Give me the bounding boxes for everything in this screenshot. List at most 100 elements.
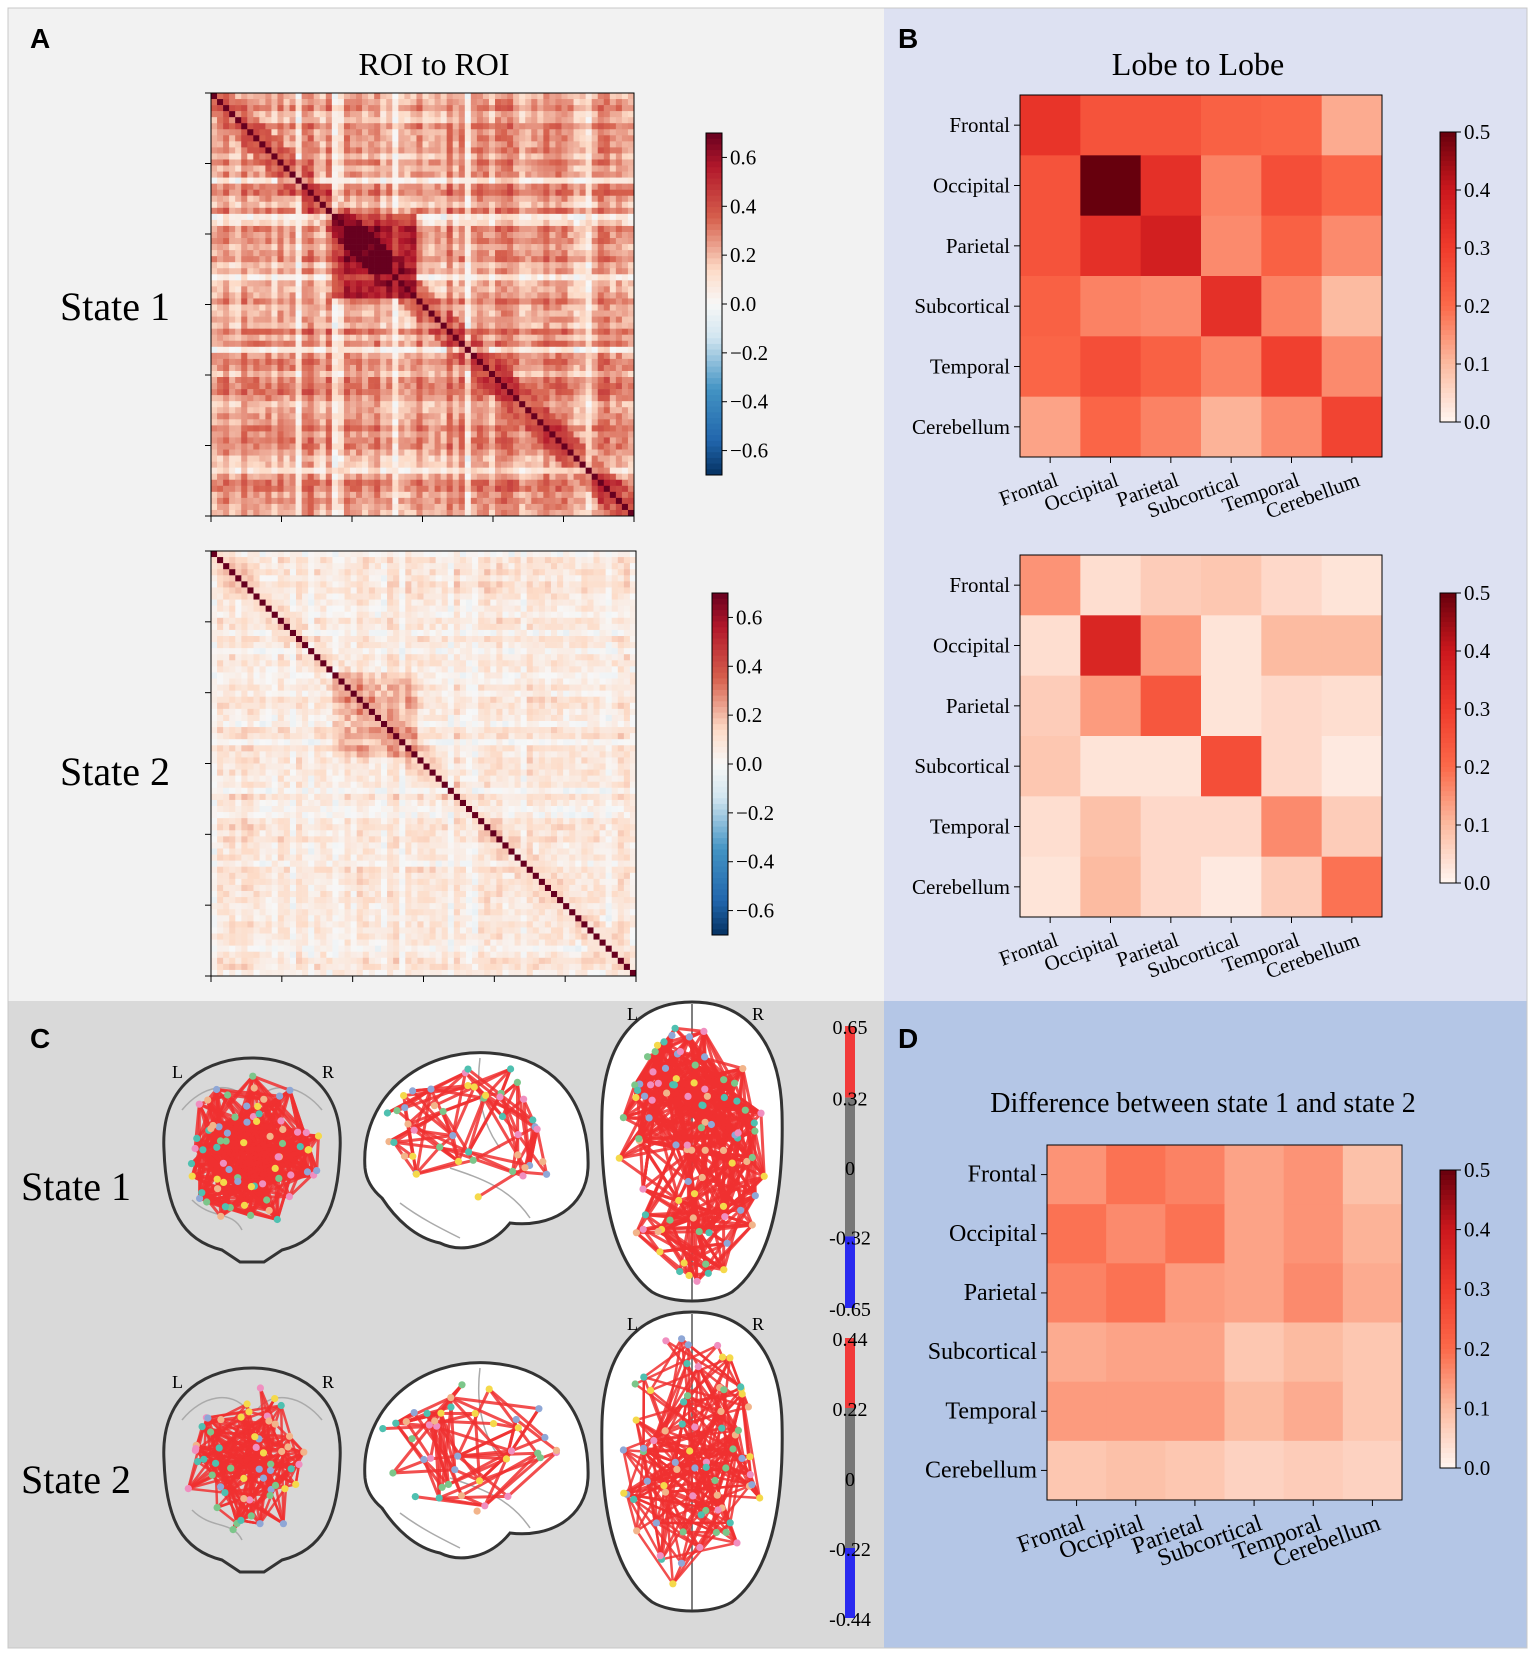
heatmap-cell <box>235 111 242 118</box>
heatmap-cell <box>615 268 623 275</box>
heatmap-cell <box>519 256 526 263</box>
heatmap-cell <box>265 189 272 197</box>
heatmap-cell <box>458 238 466 245</box>
heatmap-cell <box>434 141 441 148</box>
heatmap-cell <box>349 153 357 160</box>
heatmap-cell <box>331 419 339 426</box>
heatmap-cell <box>271 189 278 197</box>
heatmap-cell <box>289 207 296 215</box>
heatmap-cell <box>501 153 508 160</box>
heatmap-cell <box>513 491 520 499</box>
heatmap-cell <box>295 316 302 323</box>
heatmap-cell <box>585 383 592 390</box>
heatmap-cell <box>428 467 435 474</box>
heatmap-cell <box>464 413 472 420</box>
heatmap-cell <box>398 225 405 233</box>
heatmap-cell <box>525 189 532 197</box>
heatmap-cell <box>488 201 496 209</box>
heatmap-cell <box>525 485 532 493</box>
heatmap-cell <box>368 274 375 281</box>
heatmap-cell <box>277 449 284 456</box>
heatmap-cell <box>428 437 435 444</box>
heatmap-cell <box>476 449 484 456</box>
heatmap-cell <box>464 286 472 293</box>
heatmap-cell <box>271 346 278 354</box>
heatmap-cell <box>476 413 484 420</box>
heatmap-cell <box>470 425 478 432</box>
heatmap-cell <box>434 201 441 209</box>
heatmap-cell <box>410 401 417 408</box>
heatmap-cell <box>380 195 387 203</box>
heatmap-cell <box>458 395 466 402</box>
heatmap-cell <box>259 195 266 203</box>
heatmap-cell <box>362 346 369 354</box>
heatmap-cell <box>404 123 411 130</box>
heatmap-cell <box>555 141 562 148</box>
heatmap-cell <box>319 383 327 390</box>
heatmap-cell <box>549 135 556 142</box>
heatmap-cell <box>356 153 363 160</box>
heatmap-cell <box>337 509 345 517</box>
heatmap-cell <box>470 238 478 245</box>
heatmap-cell <box>591 189 599 197</box>
heatmap-cell <box>307 177 315 184</box>
heatmap-cell <box>229 238 236 245</box>
heatmap-cell <box>537 159 544 166</box>
heatmap-cell <box>434 213 441 221</box>
heatmap-cell <box>253 280 260 287</box>
heatmap-cell <box>265 497 272 505</box>
heatmap-cell <box>368 268 375 275</box>
heatmap-cell <box>525 213 532 221</box>
heatmap-cell <box>356 213 363 221</box>
heatmap-cell <box>579 256 586 263</box>
heatmap-cell <box>519 213 526 221</box>
heatmap-cell <box>507 207 514 215</box>
heatmap-cell <box>217 401 224 408</box>
heatmap-cell <box>482 153 490 160</box>
heatmap-cell <box>356 262 363 269</box>
heatmap-cell <box>307 485 315 493</box>
heatmap-cell <box>549 358 556 366</box>
heatmap-cell <box>217 334 224 342</box>
heatmap-cell <box>241 467 248 474</box>
heatmap-cell <box>428 425 435 432</box>
heatmap-cell <box>253 443 260 450</box>
heatmap-cell <box>428 201 435 209</box>
heatmap-cell <box>386 183 393 190</box>
heatmap-cell <box>621 274 629 281</box>
heatmap-cell <box>247 219 254 227</box>
heatmap-cell <box>386 473 393 481</box>
heatmap-cell <box>488 129 496 136</box>
heatmap-cell <box>374 328 381 336</box>
heatmap-cell <box>446 497 454 505</box>
heatmap-cell <box>603 105 611 112</box>
heatmap-cell <box>531 431 538 438</box>
heatmap-cell <box>627 231 635 239</box>
heatmap-cell <box>434 509 441 517</box>
heatmap-cell <box>543 461 550 468</box>
heatmap-cell <box>591 141 599 148</box>
heatmap-cell <box>452 479 460 487</box>
heatmap-cell <box>476 171 484 178</box>
heatmap-cell <box>374 340 381 348</box>
heatmap-cell <box>422 304 429 311</box>
heatmap-cell <box>446 449 454 456</box>
heatmap-cell <box>337 147 345 154</box>
heatmap-cell <box>495 419 502 426</box>
heatmap-cell <box>235 201 242 209</box>
heatmap-cell <box>404 334 411 342</box>
heatmap-cell <box>247 195 254 203</box>
heatmap-cell <box>549 99 556 106</box>
heatmap-cell <box>621 401 629 408</box>
heatmap-cell <box>615 449 623 456</box>
heatmap-cell <box>422 370 429 378</box>
heatmap-cell <box>549 497 556 505</box>
heatmap-cell <box>410 461 417 468</box>
heatmap-cell <box>325 93 333 100</box>
heatmap-cell <box>446 443 454 450</box>
heatmap-cell <box>458 358 466 366</box>
heatmap-cell <box>621 370 629 378</box>
heatmap-cell <box>386 177 393 184</box>
heatmap-cell <box>374 473 381 481</box>
heatmap-cell <box>603 135 611 142</box>
